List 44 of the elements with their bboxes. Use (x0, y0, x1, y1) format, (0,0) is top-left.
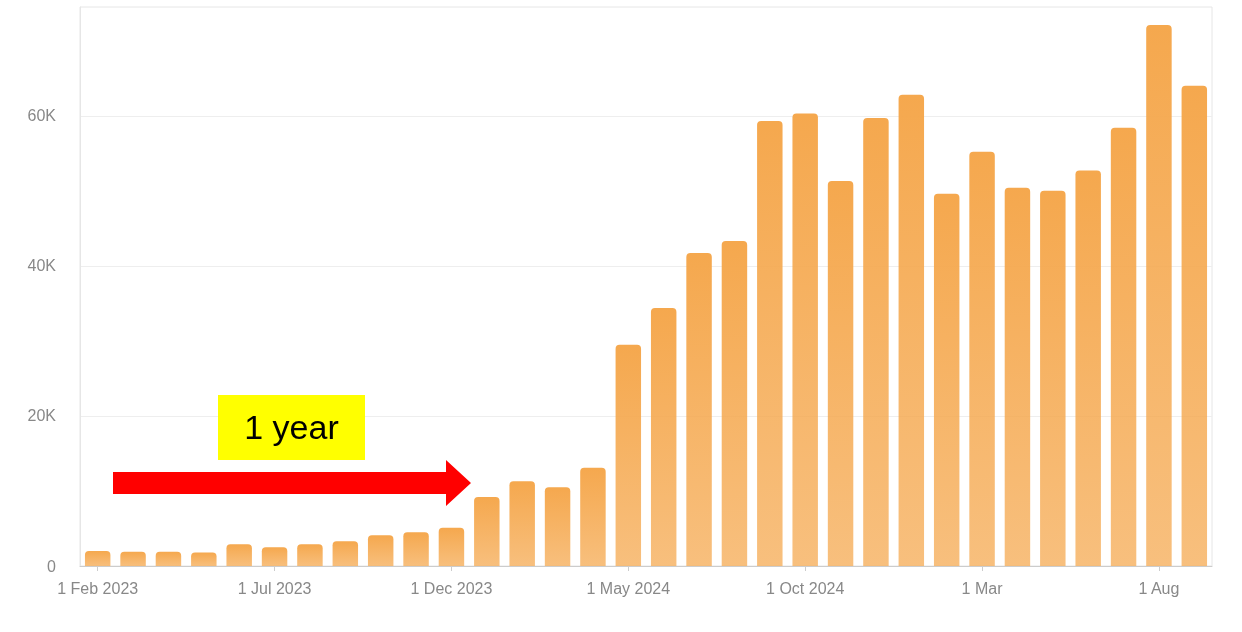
annotation: 1 year (218, 395, 365, 460)
bar (84, 550, 111, 566)
bar (969, 151, 995, 566)
bar (615, 344, 642, 566)
bar (403, 532, 429, 566)
y-tick-label: 40K (27, 257, 57, 275)
bar (332, 541, 359, 566)
bar (792, 113, 818, 566)
bar (1146, 25, 1172, 566)
y-tick-label: 60K (27, 107, 57, 125)
bar (120, 551, 146, 566)
bar (1040, 190, 1066, 566)
y-tick-label: 0 (47, 557, 57, 575)
bar (721, 241, 748, 566)
bar (863, 118, 889, 566)
bar (580, 467, 606, 566)
x-tick-label: 1 Feb 2023 (57, 579, 139, 597)
bar (155, 551, 182, 566)
x-tick-label: 1 Mar (961, 579, 1004, 597)
bar (898, 94, 925, 566)
bar (1181, 85, 1208, 566)
x-tick-label: 1 Aug (1138, 579, 1180, 597)
bar (438, 527, 465, 566)
bar (757, 121, 783, 566)
x-tick-label: 1 Oct 2024 (766, 579, 845, 597)
bar (226, 544, 252, 566)
y-tick-label: 20K (27, 407, 57, 425)
bar (1110, 127, 1137, 566)
x-tick-label: 1 Dec 2023 (410, 579, 493, 597)
bar (509, 481, 535, 566)
bar (474, 496, 500, 566)
x-tick-label: 1 Jul 2023 (237, 579, 312, 597)
bar (191, 552, 217, 566)
bar (827, 181, 854, 566)
bar (650, 307, 677, 566)
bar (1004, 187, 1031, 566)
bar (367, 535, 394, 566)
bar (544, 487, 571, 566)
bar (686, 253, 712, 566)
bar (933, 193, 960, 566)
x-tick-label: 1 May 2024 (586, 579, 671, 597)
bar (1075, 170, 1101, 566)
bar (297, 544, 323, 566)
bar (261, 547, 288, 566)
